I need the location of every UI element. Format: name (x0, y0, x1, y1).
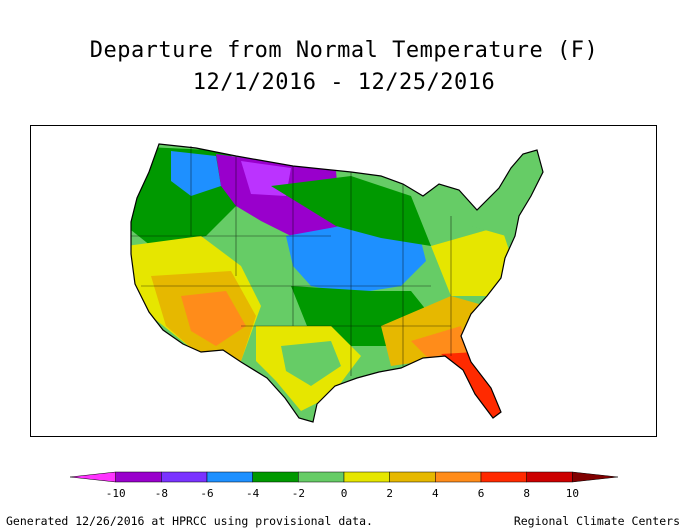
legend-tick-label: 10 (566, 487, 579, 500)
northern-rockies-region (171, 151, 221, 196)
state-boundaries (131, 146, 452, 376)
legend-swatch (161, 471, 208, 483)
legend-tick-label: 2 (386, 487, 393, 500)
legend-tick-label: -8 (155, 487, 168, 500)
legend-swatch (389, 471, 436, 483)
legend-tick-label: 0 (341, 487, 348, 500)
midwest-region (286, 226, 426, 294)
map-date-range: 12/1/2016 - 12/25/2016 (192, 70, 496, 95)
florida-region (441, 352, 503, 418)
map-frame (30, 125, 657, 437)
legend-tick-label: 8 (523, 487, 530, 500)
legend-tick-label: -6 (200, 487, 213, 500)
legend-swatch (435, 471, 482, 483)
legend-tick-label: -10 (106, 487, 126, 500)
legend-tick-label: 6 (478, 487, 485, 500)
legend-swatch (69, 471, 116, 483)
credit-label: Regional Climate Centers (513, 514, 680, 528)
us-outline (130, 143, 544, 423)
legend-swatch (206, 471, 253, 483)
central-texas-region (281, 341, 341, 386)
legend-swatch (343, 471, 390, 483)
us-temperature-map (130, 143, 544, 423)
legend-swatch (252, 471, 299, 483)
legend-swatch (526, 471, 573, 483)
map-title: Departure from Normal Temperature (F) (89, 38, 599, 63)
legend-swatch (480, 471, 527, 483)
legend-tick-label: -4 (246, 487, 260, 500)
legend-tick-label: -2 (292, 487, 305, 500)
legend-tick-label: 4 (432, 487, 439, 500)
legend-swatch (298, 471, 345, 483)
arizona-region (181, 291, 246, 346)
color-scale-legend: -10 -8 -6 -4 -2 0 2 4 6 8 10 (69, 471, 619, 500)
legend-swatch (572, 471, 619, 483)
generated-note: Generated 12/26/2016 at HPRCC using prov… (6, 514, 373, 528)
legend-swatch (115, 471, 162, 483)
